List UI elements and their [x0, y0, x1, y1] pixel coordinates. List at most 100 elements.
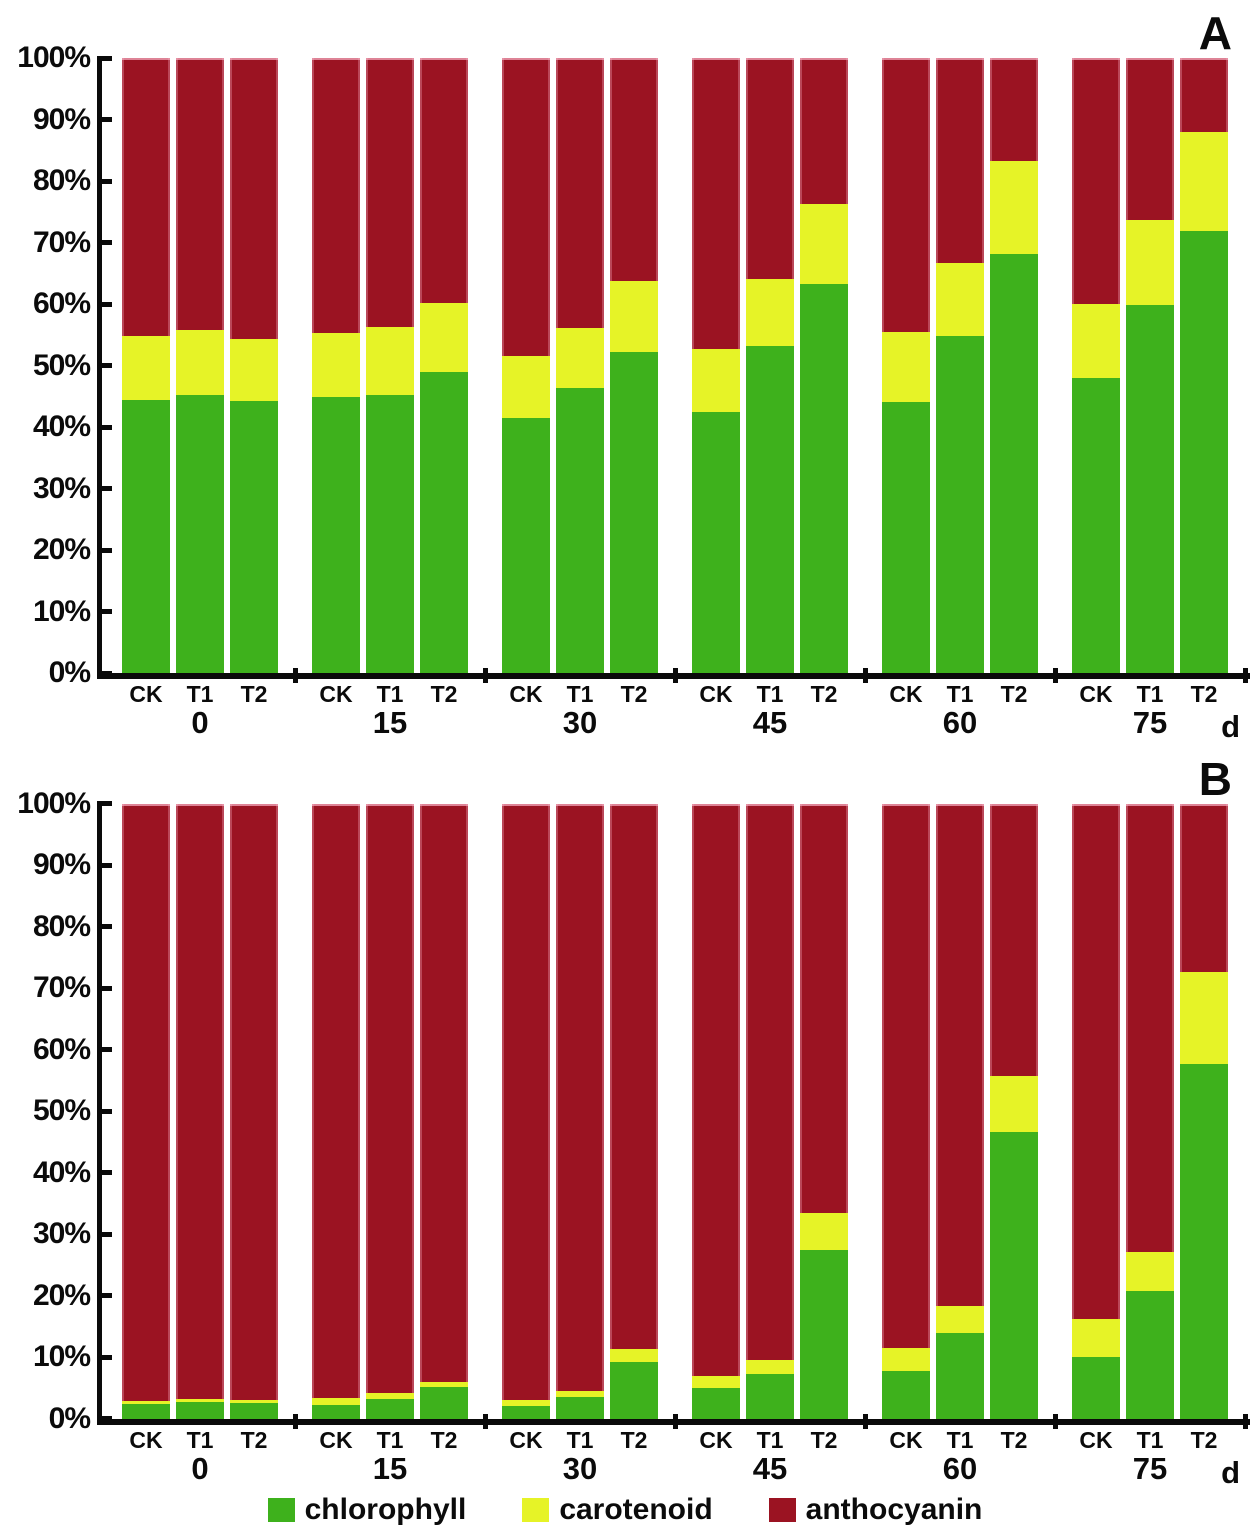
x-bar-labels: CK T1 T2 CK T1 T2 CK T1 T2 CK T1 T2 CK T1 T2 CK T1 T2 [102, 682, 1250, 706]
x-axis-tick [293, 1413, 298, 1429]
segment-chlorophyll [420, 1387, 468, 1419]
x-axis-unit: d [1221, 1454, 1240, 1490]
segment-chlorophyll [502, 1405, 550, 1419]
x-tick-label: T1 [186, 1426, 214, 1453]
y-axis-tick: 80% [2, 166, 112, 196]
segment-carotenoid [122, 336, 170, 400]
bar-group-30d [502, 803, 658, 1419]
segment-anthocyanin [312, 58, 360, 333]
stacked-bar-0d-T2 [230, 58, 278, 673]
segment-carotenoid [1180, 971, 1228, 1065]
y-tick-mark [97, 1354, 112, 1360]
segment-chlorophyll [800, 283, 848, 673]
stacked-bar-45d-T2 [800, 803, 848, 1419]
segment-carotenoid [610, 280, 658, 352]
segment-anthocyanin [230, 58, 278, 340]
y-tick-label: 50% [32, 348, 91, 382]
bar-group-60d [882, 58, 1038, 673]
segment-anthocyanin [420, 58, 468, 303]
x-tick-label: CK [129, 681, 163, 707]
segment-carotenoid [366, 326, 414, 396]
y-axis-tick: 20% [2, 1280, 112, 1311]
segment-anthocyanin [610, 803, 658, 1349]
segment-anthocyanin [366, 58, 414, 327]
legend-item-anthocyanin: anthocyanin [768, 1493, 983, 1527]
stacked-bar-75d-T1 [1126, 58, 1174, 673]
y-axis-tick: 100% [2, 788, 112, 819]
y-tick-mark [97, 240, 112, 245]
segment-anthocyanin [1126, 58, 1174, 220]
stacked-bar-30d-T2 [610, 58, 658, 673]
y-tick-mark [97, 1416, 112, 1422]
y-tick-mark [97, 1231, 112, 1237]
segment-chlorophyll [1180, 1064, 1228, 1419]
segment-chlorophyll [990, 254, 1038, 673]
x-axis-tick [1243, 668, 1248, 683]
y-axis-tick: 70% [2, 973, 112, 1003]
y-tick-label: 40% [32, 410, 91, 443]
segment-carotenoid [1126, 219, 1174, 306]
segment-chlorophyll [936, 335, 984, 673]
carotenoid-swatch-icon [522, 1498, 550, 1523]
x-axis-tick [1243, 1413, 1248, 1429]
segment-carotenoid [502, 1399, 550, 1406]
segment-anthocyanin [1072, 58, 1120, 305]
x-tick-label: T1 [756, 1426, 784, 1453]
segment-anthocyanin [502, 803, 550, 1400]
stacked-bar-30d-T1 [556, 58, 604, 673]
legend-label: anthocyanin [805, 1493, 983, 1527]
x-axis-unit: d [1221, 709, 1240, 745]
segment-carotenoid [746, 278, 794, 346]
y-axis-tick: 70% [2, 225, 112, 259]
chart-panel-b: B 0% 10% 20% 30% 40% 50% 60% 70% 80% 90% 100% CK T1… [0, 740, 1250, 1490]
x-axis-tick [1053, 1413, 1058, 1429]
y-tick-label: 100% [17, 41, 91, 74]
segment-chlorophyll [1126, 1290, 1174, 1419]
bar-groups [102, 803, 1250, 1419]
segment-anthocyanin [366, 803, 414, 1394]
y-tick-mark [97, 486, 112, 491]
stacked-bar-30d-CK [502, 803, 550, 1419]
stacked-bar-60d-CK [882, 803, 930, 1419]
segment-carotenoid [502, 356, 550, 418]
x-tick-label: T2 [240, 681, 268, 707]
segment-anthocyanin [312, 803, 360, 1399]
group-label: 45 [752, 1450, 788, 1486]
y-tick-mark [97, 301, 112, 307]
segment-chlorophyll [556, 388, 604, 673]
y-tick-label: 60% [32, 1032, 91, 1066]
segment-carotenoid [936, 1305, 984, 1333]
y-tick-label: 90% [32, 102, 91, 136]
x-group-labels: 0 15 30 45 60 75 d [102, 705, 1250, 745]
x-bar-labels: CK T1 T2 CK T1 T2 CK T1 T2 CK T1 T2 CK T1 T2 CK T1 T2 [102, 1428, 1250, 1452]
plot-area: 0% 10% 20% 30% 40% 50% 60% 70% 80% 90% 100% [17, 788, 1250, 1433]
y-axis-tick: 80% [2, 911, 112, 942]
y-tick-mark [97, 609, 112, 614]
segment-chlorophyll [312, 1404, 360, 1419]
x-tick-label: CK [129, 1426, 163, 1453]
y-axis-tick: 0% [2, 658, 112, 688]
segment-carotenoid [420, 1381, 468, 1388]
segment-anthocyanin [122, 803, 170, 1401]
bar-group-45d [692, 803, 848, 1419]
bar-label-group: CK T1 T2 [882, 682, 1038, 706]
segment-anthocyanin [610, 58, 658, 281]
y-tick-mark [97, 1170, 112, 1176]
segment-carotenoid [1180, 131, 1228, 231]
y-axis-tick: 60% [2, 1032, 112, 1066]
bar-label-group: CK T1 T2 [122, 682, 278, 706]
segment-chlorophyll [1072, 1357, 1120, 1419]
x-tick-label: T2 [620, 681, 648, 707]
group-label: 15 [372, 705, 408, 741]
segment-chlorophyll [1072, 378, 1120, 673]
segment-chlorophyll [692, 411, 740, 673]
segment-chlorophyll [312, 396, 360, 673]
bar-group-30d [502, 58, 658, 673]
y-tick-label: 70% [32, 225, 91, 259]
stacked-bar-30d-T2 [610, 803, 658, 1419]
segment-carotenoid [882, 1347, 930, 1372]
segment-anthocyanin [746, 803, 794, 1360]
segment-anthocyanin [176, 58, 224, 330]
segment-chlorophyll [556, 1396, 604, 1419]
stacked-bar-75d-CK [1072, 58, 1120, 673]
